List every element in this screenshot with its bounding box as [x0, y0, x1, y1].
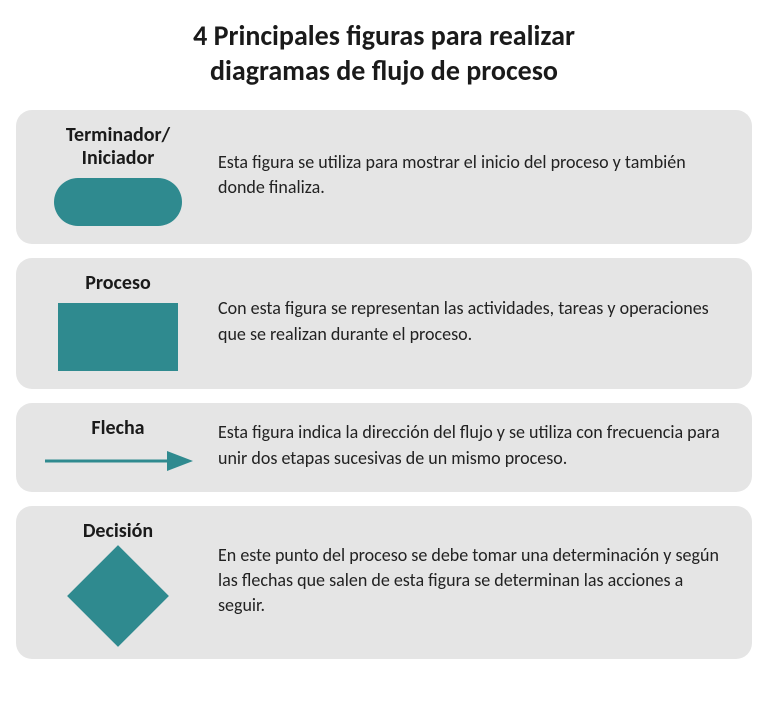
- card-arrow: Flecha Esta figura indica la dirección d…: [16, 403, 752, 492]
- card-left: Decisión: [28, 520, 208, 641]
- title-line-1: 4 Principales figuras para realizar: [193, 18, 575, 53]
- shape-label-terminator: Terminador/ Iniciador: [66, 124, 170, 170]
- card-terminator: Terminador/ Iniciador Esta figura se uti…: [16, 110, 752, 244]
- desc-decision: En este punto del proceso se debe tomar …: [218, 543, 732, 619]
- card-left: Flecha: [28, 417, 208, 474]
- shape-label-process: Proceso: [85, 272, 150, 295]
- page-title: 4 Principales figuras para realizar diag…: [10, 18, 758, 88]
- desc-arrow: Esta figura indica la dirección del fluj…: [218, 420, 732, 470]
- arrow-right-icon: [43, 448, 193, 474]
- diamond-wrap: [82, 551, 154, 641]
- infographic-page: 4 Principales figuras para realizar diag…: [0, 0, 768, 683]
- card-process: Proceso Con esta figura se representan l…: [16, 258, 752, 389]
- shape-label-arrow: Flecha: [91, 417, 144, 440]
- card-decision: Decisión En este punto del proceso se de…: [16, 506, 752, 659]
- title-line-2: diagramas de flujo de proceso: [210, 53, 558, 88]
- process-icon: [58, 303, 178, 371]
- card-left: Proceso: [28, 272, 208, 371]
- desc-process: Con esta figura se representan las activ…: [218, 296, 732, 346]
- desc-terminator: Esta figura se utiliza para mostrar el i…: [218, 150, 732, 200]
- card-left: Terminador/ Iniciador: [28, 124, 208, 226]
- terminator-icon: [54, 178, 182, 226]
- diamond-icon: [67, 545, 169, 647]
- shape-label-decision: Decisión: [83, 520, 153, 543]
